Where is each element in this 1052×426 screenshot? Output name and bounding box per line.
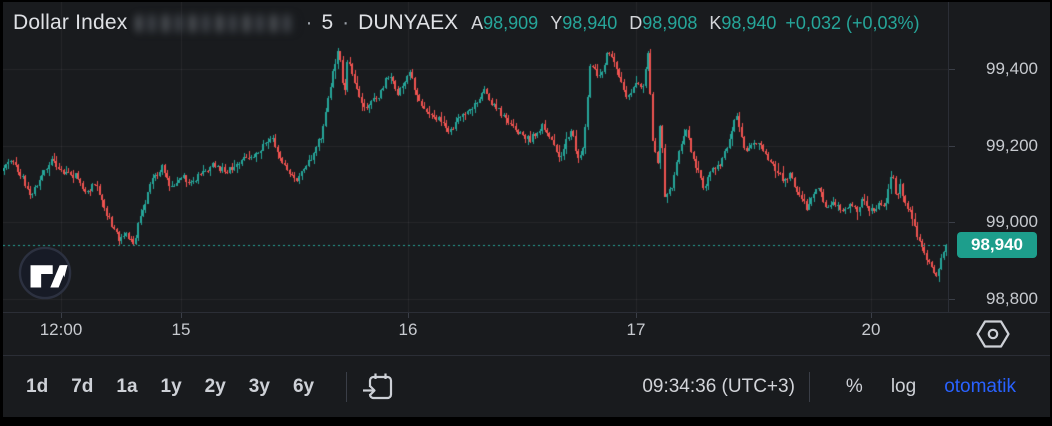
toolbar-divider: [808, 371, 810, 402]
time-axis-label: 15: [171, 320, 191, 339]
tradingview-logo-icon[interactable]: [18, 246, 72, 300]
range-button-3y[interactable]: 3y: [244, 372, 275, 402]
price-axis-tick: [949, 222, 955, 223]
percent-scale-button[interactable]: %: [840, 372, 869, 402]
time-axis-tick: [408, 313, 409, 318]
price-axis-label: 99,000: [986, 212, 1038, 231]
price-axis-label: 99,400: [986, 59, 1038, 78]
range-button-1a[interactable]: 1a: [111, 372, 142, 402]
toolbar-divider: [346, 371, 348, 402]
time-axis[interactable]: 12:00 15 16 17 20: [3, 312, 1050, 355]
log-scale-button[interactable]: log: [885, 372, 922, 402]
time-axis-tick: [61, 313, 62, 318]
chart-plot-area[interactable]: [3, 2, 948, 312]
price-axis-tick: [949, 69, 955, 70]
time-axis-label: 17: [626, 320, 646, 339]
price-axis[interactable]: 98,940 99,400 99,200 99,000 98,800: [948, 2, 1050, 312]
price-axis-label: 99,200: [986, 136, 1038, 155]
price-axis-tick: [949, 146, 955, 147]
price-axis-tick: [949, 299, 955, 300]
time-axis-tick: [636, 313, 637, 318]
range-buttons: 1d 7d 1a 1y 2y 3y 6y: [21, 372, 332, 402]
range-button-7d[interactable]: 7d: [66, 372, 98, 402]
hexagon-settings-icon[interactable]: [975, 319, 1011, 349]
go-to-date-icon[interactable]: [361, 370, 395, 404]
range-button-6y[interactable]: 6y: [288, 372, 319, 402]
clock-label[interactable]: 09:34:36 (UTC+3): [642, 375, 795, 397]
range-button-2y[interactable]: 2y: [200, 372, 231, 402]
bottom-toolbar: 1d 7d 1a 1y 2y 3y 6y 09:34:36 (UTC+3) % log ot…: [3, 355, 1050, 417]
candlestick-canvas[interactable]: [3, 2, 948, 312]
time-axis-label: 20: [861, 320, 881, 339]
auto-scale-button[interactable]: otomatik: [938, 372, 1022, 402]
time-axis-tick: [871, 313, 872, 318]
last-price-badge: 98,940: [957, 232, 1037, 258]
time-axis-label: 12:00: [39, 320, 83, 339]
price-axis-label: 98,800: [986, 289, 1038, 308]
chart-widget: Dollar Index · 5 · DUNYAEX A98,909 Y98,94…: [3, 2, 1050, 417]
time-axis-label: 16: [398, 320, 418, 339]
range-button-1y[interactable]: 1y: [156, 372, 187, 402]
range-button-1d[interactable]: 1d: [21, 372, 53, 402]
time-axis-tick: [181, 313, 182, 318]
